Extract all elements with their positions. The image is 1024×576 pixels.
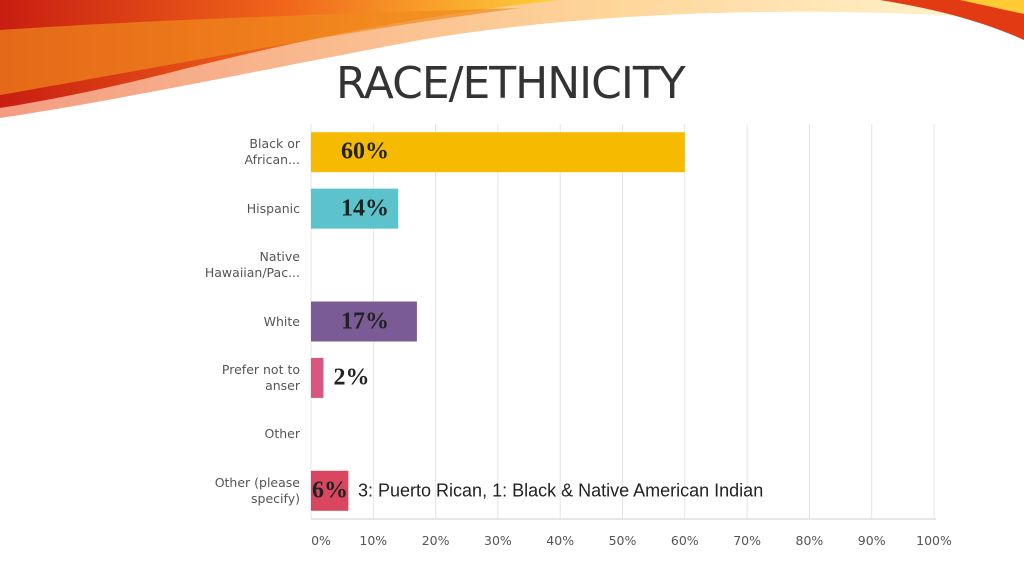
x-tick-label: 100% — [916, 533, 952, 548]
value-label: 2% — [333, 364, 370, 391]
x-tick-label: 10% — [359, 533, 388, 548]
value-label: 6% — [312, 477, 348, 504]
bar — [311, 470, 349, 511]
y-tick-label: Other (please specify) — [214, 474, 300, 506]
y-tick-label: Prefer not to anser — [221, 361, 300, 393]
annotation: 3: Puerto Rican, 1: Black & Native Ameri… — [358, 480, 764, 501]
bar — [311, 357, 324, 398]
x-tick-label: 60% — [670, 533, 699, 548]
y-tick-label: Native Hawaiian/Pac... — [204, 249, 300, 281]
x-tick-label: 90% — [857, 533, 886, 548]
x-tick-label: 20% — [421, 533, 450, 548]
value-label: 17% — [341, 308, 389, 334]
y-tick-label: Hispanic — [246, 200, 300, 216]
slide-title: RACE/ETHNICITY — [336, 58, 686, 109]
value-label: 14% — [341, 195, 389, 222]
x-tick-label: 40% — [546, 533, 575, 548]
x-tick-label: 0% — [311, 533, 331, 548]
bar — [311, 132, 685, 173]
bar — [311, 301, 417, 342]
plot-area — [310, 124, 936, 520]
y-tick-label: White — [263, 313, 300, 329]
decoration — [0, 0, 1024, 118]
x-tick-label: 80% — [795, 533, 824, 548]
bar — [311, 188, 399, 229]
x-tick-label: 50% — [608, 533, 637, 548]
value-label: 60% — [341, 138, 389, 165]
x-tick-label: 70% — [733, 533, 761, 548]
x-tick-label: 30% — [483, 533, 512, 548]
y-tick-label: Black or African... — [244, 136, 301, 168]
y-tick-label: Other — [264, 426, 301, 442]
